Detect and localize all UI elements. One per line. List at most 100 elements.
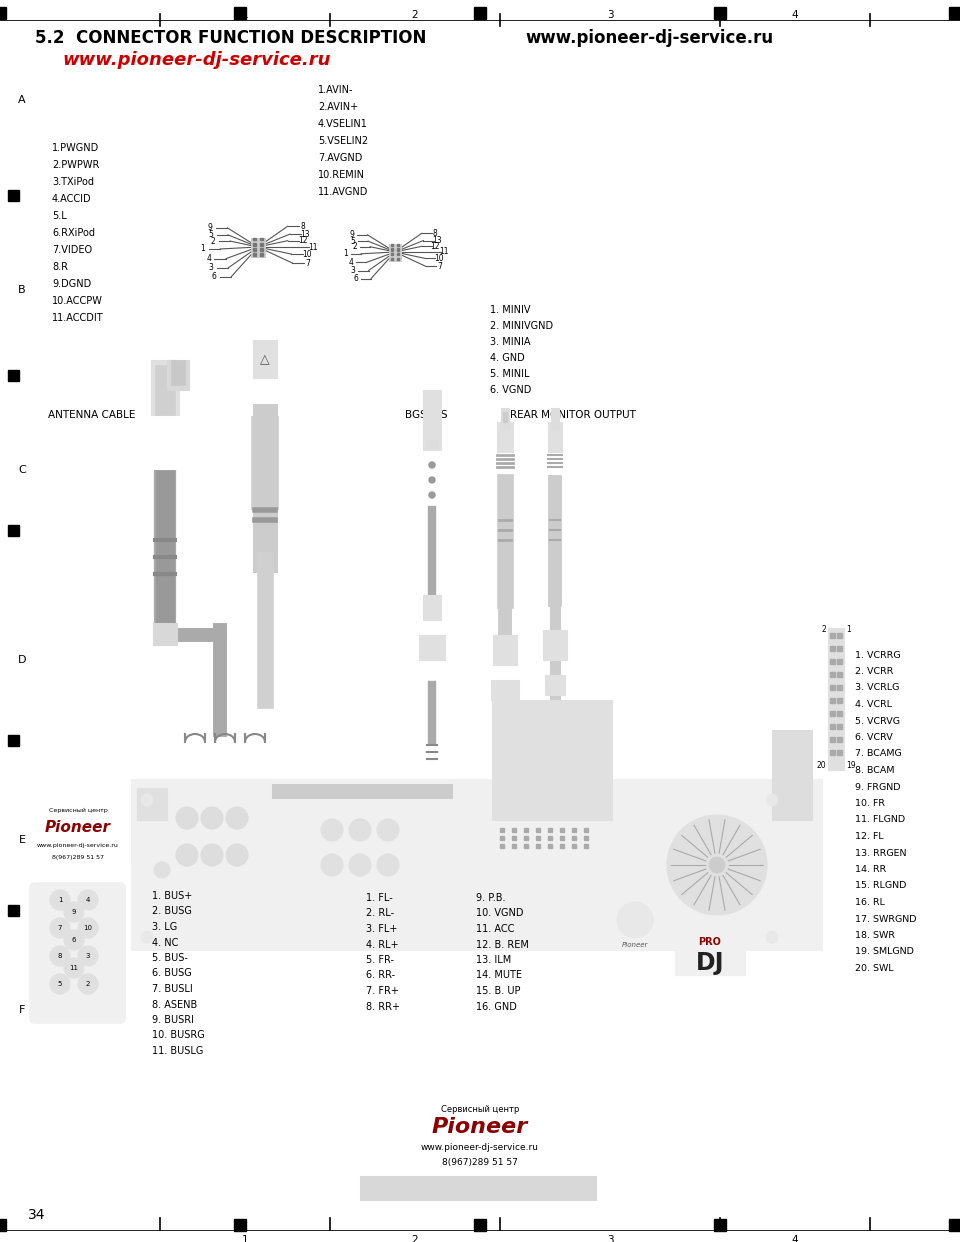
Text: 13. RRGEN: 13. RRGEN	[855, 848, 906, 857]
Text: 9. BUSRI: 9. BUSRI	[152, 1015, 194, 1025]
Text: △: △	[174, 370, 182, 380]
Text: 7. BCAMG: 7. BCAMG	[855, 749, 901, 759]
Text: 11: 11	[308, 242, 318, 251]
Text: 5. MINIL: 5. MINIL	[490, 369, 530, 379]
Bar	[391, 243, 394, 246]
Bar	[584, 828, 588, 832]
Circle shape	[78, 891, 98, 910]
Text: 6. VCRV: 6. VCRV	[855, 733, 893, 741]
Bar	[837, 710, 842, 715]
Text: 10: 10	[84, 925, 92, 932]
Text: Сервисный центр: Сервисный центр	[49, 807, 108, 812]
Text: 1: 1	[58, 897, 62, 903]
Bar	[543, 630, 567, 660]
Text: 2. VCRR: 2. VCRR	[855, 667, 894, 676]
Bar	[8, 525, 19, 537]
Bar	[253, 248, 256, 251]
Circle shape	[429, 492, 435, 498]
Text: 16. RL: 16. RL	[855, 898, 885, 907]
Bar	[560, 828, 564, 832]
Text: 9: 9	[72, 909, 76, 915]
Bar	[837, 750, 842, 755]
Text: 2. MINIVGND: 2. MINIVGND	[490, 320, 553, 332]
Text: 4: 4	[792, 10, 799, 20]
Text: 5.2  CONNECTOR FUNCTION DESCRIPTION: 5.2 CONNECTOR FUNCTION DESCRIPTION	[35, 29, 426, 47]
Text: Pioneer: Pioneer	[432, 1117, 528, 1136]
Bar	[153, 623, 177, 645]
Bar	[524, 828, 528, 832]
Text: 7: 7	[437, 262, 442, 271]
Text: 16. GND: 16. GND	[476, 1001, 516, 1011]
Text: A: A	[18, 94, 26, 106]
Bar	[260, 242, 263, 246]
Circle shape	[78, 974, 98, 994]
Bar	[837, 646, 842, 651]
Text: 10: 10	[301, 250, 311, 258]
Bar	[714, 7, 726, 19]
Text: 2: 2	[210, 236, 215, 246]
Text: 5: 5	[350, 237, 355, 246]
Bar	[524, 845, 528, 848]
Text: 11. FLGND: 11. FLGND	[855, 816, 905, 825]
Circle shape	[349, 854, 371, 876]
Bar	[512, 836, 516, 840]
Circle shape	[226, 845, 248, 866]
Circle shape	[78, 946, 98, 966]
Circle shape	[321, 854, 343, 876]
Circle shape	[176, 845, 198, 866]
Circle shape	[141, 794, 153, 806]
Bar	[8, 190, 19, 201]
Text: 7.AVGND: 7.AVGND	[318, 153, 362, 163]
Bar	[830, 750, 835, 755]
Text: 11.AVGND: 11.AVGND	[318, 188, 369, 197]
Text: 10.REMIN: 10.REMIN	[318, 170, 365, 180]
Text: 3.TXiPod: 3.TXiPod	[52, 178, 94, 188]
Bar	[560, 836, 564, 840]
Bar	[501, 409, 509, 430]
Bar	[500, 828, 504, 832]
Bar	[391, 253, 394, 256]
Text: 12. FL: 12. FL	[855, 832, 883, 841]
Text: 3. VCRLG: 3. VCRLG	[855, 683, 900, 693]
Bar	[260, 237, 263, 241]
Circle shape	[176, 807, 198, 828]
Circle shape	[429, 477, 435, 483]
Bar	[949, 7, 960, 19]
Text: 7: 7	[58, 925, 62, 932]
Circle shape	[377, 854, 399, 876]
Text: 2.AVIN+: 2.AVIN+	[318, 102, 358, 112]
Bar	[536, 836, 540, 840]
Bar	[572, 845, 576, 848]
Text: 5: 5	[58, 981, 62, 987]
Text: 4: 4	[792, 1235, 799, 1242]
Text: 9: 9	[208, 224, 213, 232]
Text: BGSENS: BGSENS	[405, 410, 447, 420]
Circle shape	[64, 958, 84, 977]
Bar	[167, 360, 189, 390]
Bar	[171, 360, 185, 385]
Text: 10.ACCPW: 10.ACCPW	[52, 296, 103, 306]
Bar	[8, 905, 19, 917]
Bar	[253, 340, 277, 378]
Bar	[536, 845, 540, 848]
Text: 2: 2	[85, 981, 90, 987]
Text: 4.ACCID: 4.ACCID	[52, 194, 91, 204]
Text: F: F	[19, 1005, 25, 1015]
Text: 6: 6	[212, 272, 217, 281]
Bar	[423, 390, 441, 450]
Bar	[426, 440, 438, 448]
Text: 1: 1	[846, 626, 851, 635]
Text: 3: 3	[85, 953, 90, 959]
Bar	[572, 836, 576, 840]
Text: www.pioneer-dj-service.ru: www.pioneer-dj-service.ru	[37, 842, 119, 847]
Text: 14. RR: 14. RR	[855, 864, 886, 874]
Circle shape	[141, 932, 153, 943]
Text: 8. BCAM: 8. BCAM	[855, 766, 895, 775]
Text: ANTENNA CABLE: ANTENNA CABLE	[48, 410, 135, 420]
Bar	[0, 1218, 6, 1231]
Circle shape	[617, 902, 653, 938]
Text: 10. FR: 10. FR	[855, 799, 885, 809]
Text: 14. MUTE: 14. MUTE	[476, 970, 522, 980]
Circle shape	[321, 818, 343, 841]
Circle shape	[201, 845, 223, 866]
